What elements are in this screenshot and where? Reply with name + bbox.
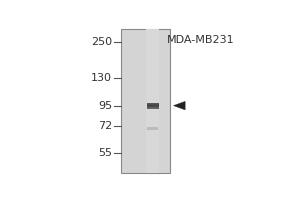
Text: 130: 130 bbox=[91, 73, 112, 83]
Bar bbox=[121, 29, 170, 173]
Bar bbox=[146, 107, 159, 108]
Bar bbox=[146, 104, 159, 105]
Text: 72: 72 bbox=[98, 121, 112, 131]
Text: 250: 250 bbox=[91, 37, 112, 47]
Bar bbox=[147, 127, 158, 130]
Bar bbox=[146, 29, 159, 173]
Text: 55: 55 bbox=[98, 148, 112, 158]
Bar bbox=[146, 103, 159, 104]
Bar bbox=[146, 106, 159, 107]
Bar bbox=[146, 108, 159, 109]
Polygon shape bbox=[173, 101, 185, 110]
Text: MDA-MB231: MDA-MB231 bbox=[167, 35, 234, 45]
Bar bbox=[146, 105, 159, 106]
Text: 95: 95 bbox=[98, 101, 112, 111]
